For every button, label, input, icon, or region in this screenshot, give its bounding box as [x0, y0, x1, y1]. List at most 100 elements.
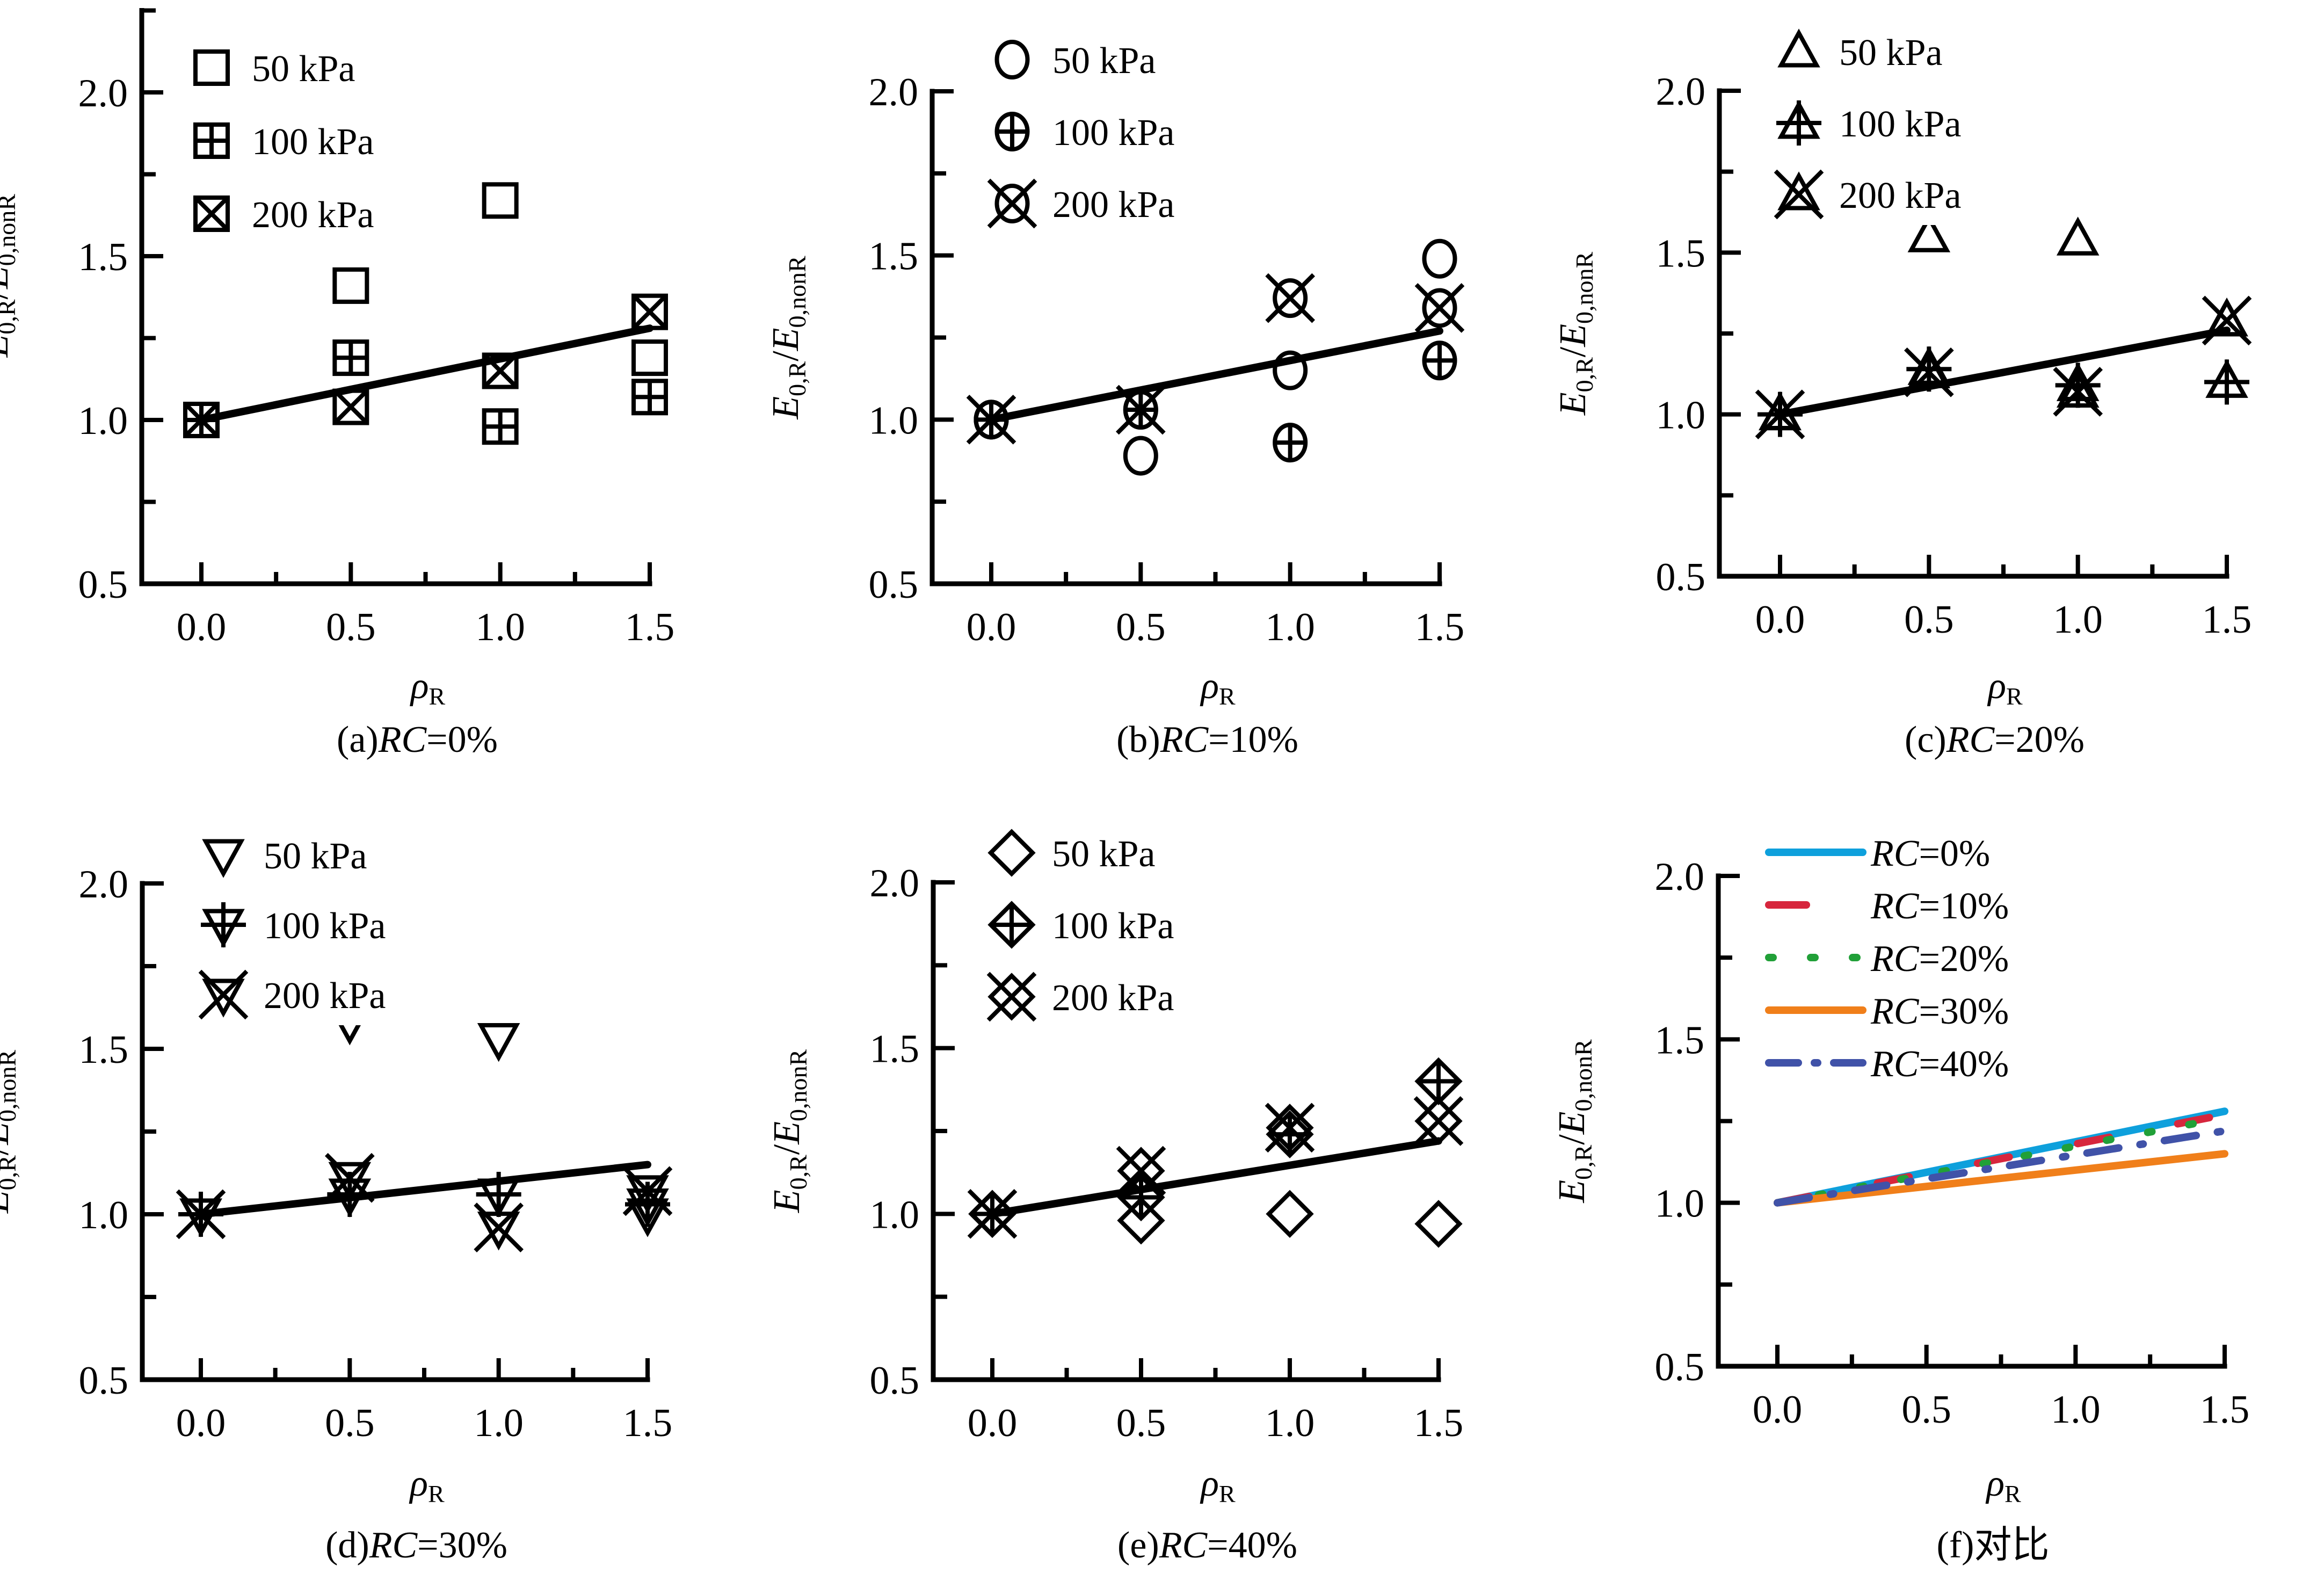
- square-marker: [332, 388, 369, 425]
- data-point-50-kpa: [477, 1023, 520, 1062]
- data-point-200-kpa: [474, 1202, 524, 1252]
- cross-stroke-2: [325, 1152, 375, 1203]
- y-axis-title-part: 0,R: [0, 299, 20, 335]
- y-tick-label: 0.5: [78, 563, 128, 607]
- x-tick-label: 1.5: [623, 1401, 673, 1445]
- panel-caption: (f)对比: [1937, 1525, 2050, 1566]
- data-point-100-kpa: [2204, 359, 2249, 405]
- y-tick-label: 1.5: [870, 1027, 920, 1071]
- x-axis-title: ρR: [1200, 1463, 1236, 1507]
- legend-background: [185, 38, 410, 98]
- legend-marker: [1777, 28, 1820, 68]
- legend-label-italic: RC: [1870, 938, 1920, 980]
- legend-label-value: =40%: [1919, 1043, 2009, 1085]
- legend-label: 50 kPa: [1052, 40, 1156, 82]
- legend-marker: [202, 839, 245, 878]
- panel-c: 0.0 0.5 1.0 1.50.51.01.52.0E0,R/E0,nonRρR(c…: [1552, 22, 2252, 760]
- triangle-down-marker: [202, 839, 245, 878]
- panel-caption: (b)RC=10%: [1116, 719, 1298, 760]
- caption-suffix: =10%: [1208, 719, 1298, 760]
- legend-marker: [1774, 169, 1824, 220]
- cross-stroke-2: [632, 294, 667, 330]
- x-tick-label: 0.5: [1904, 598, 1954, 642]
- y-tick-label: 2.0: [869, 70, 919, 114]
- legend-marker: [1776, 100, 1821, 146]
- square-marker: [482, 352, 519, 389]
- caption-italic: RC: [378, 719, 427, 760]
- circle-marker: [1123, 389, 1158, 430]
- legend-label-italic: RC: [1870, 833, 1920, 874]
- data-point-50-kpa: [1422, 238, 1457, 279]
- x-axis-title-rho: ρ: [409, 1463, 428, 1504]
- y-tick-label: 2.0: [870, 861, 920, 905]
- x-tick-label: 0.5: [326, 605, 376, 649]
- x-tick-label: 0.0: [176, 1401, 226, 1445]
- legend-label-italic: RC: [1870, 886, 1920, 927]
- x-tick-label: 1.0: [1265, 605, 1315, 649]
- x-tick-label: 0.5: [1116, 605, 1166, 649]
- y-axis-title-part: 0,nonR: [1571, 252, 1598, 324]
- caption-italic: RC: [369, 1525, 418, 1566]
- y-axis-title-part: /: [765, 351, 807, 361]
- circle-marker: [994, 184, 1030, 223]
- triangle-up-marker: [1777, 28, 1820, 68]
- data-point-50-kpa: [1117, 1197, 1165, 1245]
- cross-stroke-2: [1755, 389, 1805, 439]
- legend-marker: [987, 901, 1036, 949]
- panel-e: 0.0 0.5 1.0 1.50.51.01.52.0E0,R/E0,nonRρR(e…: [766, 823, 1464, 1566]
- data-point-100-kpa: [482, 408, 519, 445]
- panel-d: 0.00.51.01.50.51.01.52.0E0,R/E0,nonRρR(d…: [0, 825, 673, 1566]
- square-marker: [193, 49, 230, 86]
- triangle-up-marker: [1907, 349, 1951, 388]
- data-point-200-kpa: [631, 293, 668, 330]
- y-axis-title-part: 0,nonR: [1570, 1039, 1597, 1112]
- x-tick-label: 0.0: [968, 1401, 1018, 1445]
- triangle-up-marker: [1907, 213, 1951, 252]
- data-point-100-kpa: [1414, 1057, 1463, 1106]
- caption-prefix: (a): [337, 719, 379, 760]
- caption-prefix: (e): [1117, 1525, 1159, 1566]
- legend-background: [985, 967, 1210, 1027]
- data-point-50-kpa: [1273, 350, 1308, 390]
- cross-stroke-2: [987, 178, 1037, 229]
- data-point-50-kpa: [1266, 1190, 1314, 1238]
- x-tick-label: 1.5: [625, 605, 675, 649]
- y-tick-label: 1.0: [79, 1193, 129, 1237]
- y-axis-title-part: 0,nonR: [783, 256, 811, 328]
- x-axis-title: ρR: [1200, 665, 1236, 710]
- x-axis-title-rho: ρ: [1987, 665, 2006, 707]
- triangle-up-marker: [2056, 368, 2100, 408]
- cross-stroke-2: [986, 972, 1037, 1022]
- x-axis-title-rho: ρ: [1200, 1463, 1219, 1504]
- series-line-rc40: [1774, 1127, 2228, 1207]
- y-axis-title-part: /: [0, 1144, 17, 1155]
- data-point-100-kpa: [631, 379, 668, 416]
- x-tick-label: 0.5: [325, 1401, 375, 1445]
- caption-suffix: 对比: [1974, 1525, 2049, 1566]
- data-point-200-kpa: [1755, 389, 1805, 439]
- cross-stroke-2: [333, 389, 369, 425]
- data-point-200-kpa: [622, 1166, 673, 1216]
- triangle-up-marker: [2056, 216, 2100, 256]
- legend-label: RC=40%: [1870, 1043, 2009, 1085]
- x-tick-label: 0.0: [1755, 598, 1805, 642]
- x-tick-label: 1.5: [2202, 598, 2252, 642]
- y-tick-label: 2.0: [1656, 70, 1706, 114]
- square-marker: [332, 267, 369, 304]
- y-axis-title-part: E: [1551, 1112, 1593, 1135]
- data-point-200-kpa: [1116, 385, 1166, 435]
- x-tick-label: 1.0: [1265, 1401, 1315, 1445]
- y-axis-title-part: E: [766, 1190, 808, 1213]
- y-axis-title-part: E: [765, 396, 807, 420]
- data-point-50-kpa: [1414, 1200, 1463, 1248]
- circle-marker: [1273, 278, 1308, 318]
- cross-stroke-2: [967, 1189, 1018, 1239]
- data-point-200-kpa: [1116, 1146, 1166, 1196]
- y-axis-title-part: 0,R: [783, 361, 811, 396]
- y-tick-label: 0.5: [870, 1359, 920, 1403]
- x-tick-label: 0.5: [1901, 1388, 1951, 1432]
- x-tick-label: 1.5: [2200, 1388, 2250, 1432]
- x-tick-label: 1.0: [475, 605, 525, 649]
- legend-label: 200 kPa: [1052, 977, 1174, 1019]
- y-tick-label: 1.0: [870, 1193, 920, 1237]
